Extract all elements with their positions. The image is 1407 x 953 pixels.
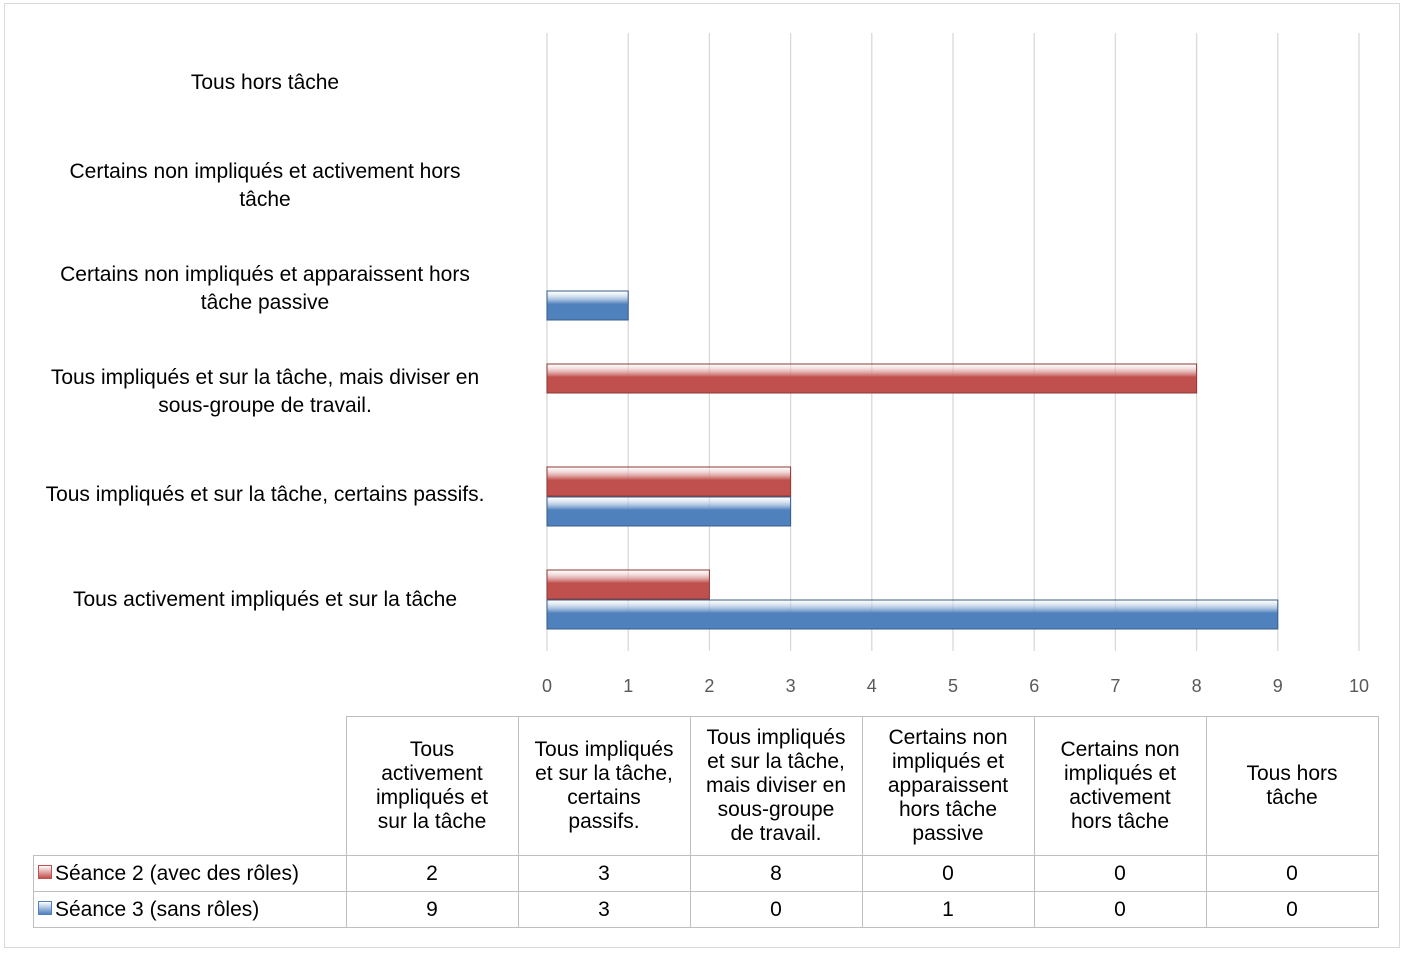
table-header-line: mais diviser en (705, 774, 847, 797)
category-label: Tous hors tâche (5, 69, 525, 97)
table-header-line: Certains non (1060, 738, 1180, 761)
bar-seance-3-cat-1 (546, 496, 792, 527)
table-header-cell: Tous impliqués et sur la tâche, certains pa… (517, 716, 691, 856)
table-header-line: passive (912, 822, 984, 845)
x-tick-label: 4 (867, 676, 877, 696)
table-header-cell: Tous hors tâche (1205, 716, 1379, 856)
table-header-line: apparaissent (887, 774, 1009, 797)
table-corner (33, 716, 347, 856)
bar-seance-2-cat-2 (546, 363, 1198, 394)
x-tick-label: 5 (948, 676, 958, 696)
table-header-cell: Tous impliqués et sur la tâche, mais divis… (689, 716, 863, 856)
table-cell: 9 (345, 891, 519, 928)
table-header-line: hors tâche (1070, 810, 1170, 833)
table-header-line: impliqués et (375, 786, 489, 809)
table-row: Séance 2 (avec des rôles) 2 3 8 0 0 0 (33, 855, 1379, 892)
category-label-line: Certains non impliqués et activement hor… (69, 159, 461, 183)
category-label: Tous impliqués et sur la tâche, mais div… (5, 364, 525, 420)
table-header-line: impliqués et (891, 750, 1005, 773)
table-row: Séance 3 (sans rôles) 9 3 0 1 0 0 (33, 891, 1379, 928)
table-header-line: et sur la tâche, (707, 750, 845, 773)
legend-key-icon (38, 864, 52, 879)
category-label-line: Tous hors tâche (190, 70, 340, 94)
bar-seance-2-cat-0 (546, 569, 710, 600)
table-header-line: certains (567, 786, 641, 809)
category-label: Tous impliqués et sur la tâche, certains… (5, 481, 525, 509)
table-header-line: Tous impliqués (534, 738, 674, 761)
x-tick-label: 1 (623, 676, 633, 696)
table-header-line: hors tâche (898, 798, 998, 821)
bar-chart: 0 1 2 3 4 5 6 7 8 9 10 (542, 33, 1369, 696)
table-cell: 2 (345, 855, 519, 892)
legend-entry: Séance 3 (sans rôles) (33, 891, 347, 928)
x-tick-label: 0 (542, 676, 552, 696)
table-cell: 3 (517, 891, 691, 928)
table-cell: 0 (1205, 855, 1379, 892)
category-label-line: Tous activement impliqués et sur la tâch… (72, 587, 458, 611)
legend-key-icon (38, 900, 52, 915)
table-body: Séance 2 (avec des rôles) 2 3 8 0 0 0 Séance 3 … (33, 855, 1379, 928)
table-header-cell: Certains non impliqués et activement hors t… (1033, 716, 1207, 856)
table-header-line: sous-groupe (717, 798, 835, 821)
table-header-line: passifs. (568, 810, 640, 833)
table-cell: 0 (1033, 891, 1207, 928)
table-cell: 3 (517, 855, 691, 892)
series-name: Séance 2 (avec des rôles) (55, 861, 299, 885)
series-name: Séance 3 (sans rôles) (55, 897, 260, 921)
table-cell: 0 (1205, 891, 1379, 928)
category-label-line: Tous impliqués et sur la tâche, mais div… (50, 365, 480, 389)
table-header-line: Tous impliqués (706, 726, 846, 749)
table-header-cell: Certains non impliqués et apparaissent hors… (861, 716, 1035, 856)
x-tick-label: 10 (1349, 676, 1369, 696)
bar-seance-3-cat-3 (546, 290, 629, 321)
table-header-line: et sur la tâche, (535, 762, 673, 785)
category-label: Certains non impliqués et activement hor… (5, 158, 525, 214)
legend-entry: Séance 2 (avec des rôles) (33, 855, 347, 892)
table-cell: 0 (861, 855, 1035, 892)
category-label-line: tâche passive (200, 290, 330, 314)
table-header-line: Tous (409, 738, 455, 761)
table-header-line: activement (381, 762, 483, 785)
table-header-line: activement (1069, 786, 1171, 809)
table-header-line: tâche (1266, 786, 1318, 809)
bar-seance-2-cat-1 (546, 466, 792, 497)
x-tick-label: 6 (1029, 676, 1039, 696)
bar-seance-3-cat-0 (546, 599, 1279, 630)
x-tick-label: 9 (1273, 676, 1283, 696)
table-header-line: sur la tâche (377, 810, 487, 833)
table-header-line: Certains non (888, 726, 1008, 749)
category-label-line: tâche (239, 187, 291, 211)
table-header-cell: Tous activement impliqués et sur la tâche (345, 716, 519, 856)
category-label-line: Certains non impliqués et apparaissent h… (60, 262, 470, 286)
table-header-line: impliqués et (1063, 762, 1177, 785)
category-label-line: Tous impliqués et sur la tâche, certains… (45, 482, 485, 506)
x-tick-label: 8 (1192, 676, 1202, 696)
x-tick-label: 3 (786, 676, 796, 696)
category-label: Tous activement impliqués et sur la tâch… (5, 586, 525, 614)
x-tick-label: 7 (1110, 676, 1120, 696)
x-tick-label: 2 (704, 676, 714, 696)
table-cell: 0 (689, 891, 863, 928)
table-cell: 8 (689, 855, 863, 892)
category-label-line: sous-groupe de travail. (158, 393, 372, 417)
category-label: Certains non impliqués et apparaissent h… (5, 261, 525, 317)
table-cell: 0 (1033, 855, 1207, 892)
table-header-line: Tous hors (1246, 762, 1338, 785)
table-header-row: Tous activement impliqués et sur la tâche To… (33, 716, 1379, 856)
table-header-line: de travail. (730, 822, 822, 845)
data-table: Tous activement impliqués et sur la tâche To… (33, 716, 1379, 928)
table-cell: 1 (861, 891, 1035, 928)
